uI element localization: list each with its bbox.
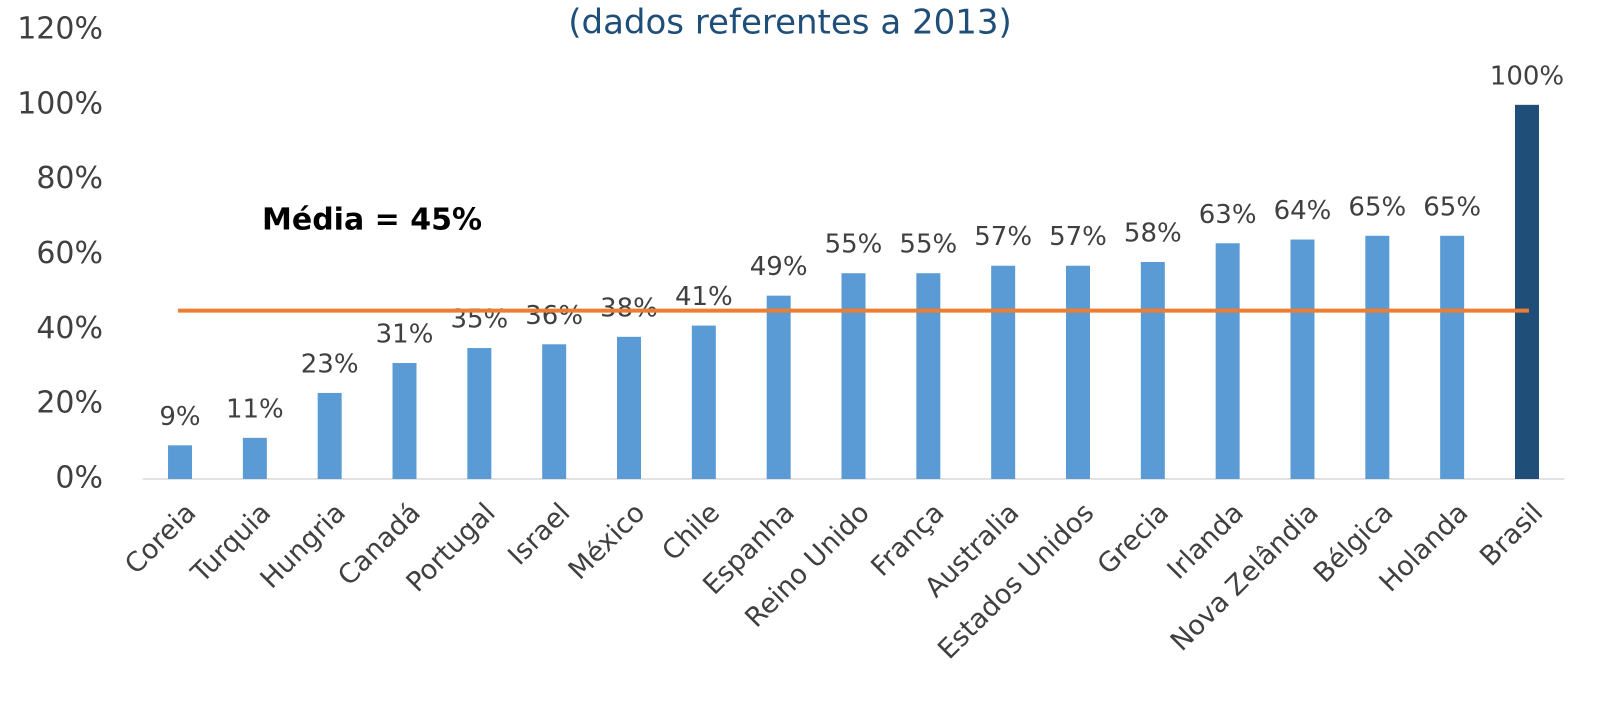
bar xyxy=(916,273,941,479)
bar xyxy=(1290,239,1315,479)
x-tick-label: Chile xyxy=(656,497,726,567)
bar xyxy=(168,445,193,479)
value-label: 63% xyxy=(1199,200,1257,230)
bar xyxy=(1215,243,1240,479)
x-tick-label: Grecia xyxy=(1092,497,1175,580)
bar xyxy=(392,363,417,479)
value-label: 38% xyxy=(600,293,658,323)
bar xyxy=(542,344,567,479)
value-label: 65% xyxy=(1348,192,1406,222)
value-label: 58% xyxy=(1124,218,1182,248)
chart-subtitle: (dados referentes a 2013) xyxy=(568,3,1012,43)
bar xyxy=(1140,261,1165,479)
value-label: 23% xyxy=(301,349,359,379)
bar xyxy=(1440,235,1465,479)
y-tick-label: 20% xyxy=(36,386,103,421)
y-tick-label: 100% xyxy=(17,86,103,121)
bar xyxy=(617,336,642,479)
value-label: 64% xyxy=(1274,196,1332,226)
x-tick-label: Brasil xyxy=(1474,497,1549,572)
y-tick-label: 0% xyxy=(55,461,103,496)
bar xyxy=(841,273,866,479)
value-label: 11% xyxy=(226,394,284,424)
value-label: 31% xyxy=(376,320,434,350)
bar xyxy=(991,265,1016,479)
bar xyxy=(317,392,342,479)
y-tick-label: 120% xyxy=(17,12,103,47)
value-label: 100% xyxy=(1490,61,1564,91)
bar xyxy=(766,295,791,479)
value-label: 57% xyxy=(1049,222,1107,252)
value-label: 65% xyxy=(1423,192,1481,222)
value-label: 57% xyxy=(974,222,1032,252)
y-tick-label: 40% xyxy=(36,311,103,346)
value-label: 41% xyxy=(675,282,733,312)
bar xyxy=(467,348,492,479)
bar xyxy=(1365,235,1390,479)
bar xyxy=(242,437,267,479)
y-tick-label: 60% xyxy=(36,236,103,271)
value-label: 49% xyxy=(750,252,808,282)
bar xyxy=(1514,104,1539,479)
value-label: 36% xyxy=(525,301,583,331)
value-label: 9% xyxy=(159,402,200,432)
average-label: Média = 45% xyxy=(262,203,482,238)
y-tick-label: 80% xyxy=(36,161,103,196)
value-label: 55% xyxy=(899,230,957,260)
x-tick-label: México xyxy=(563,497,652,586)
bar xyxy=(1065,265,1090,479)
bar xyxy=(691,325,716,479)
value-label: 55% xyxy=(825,230,883,260)
